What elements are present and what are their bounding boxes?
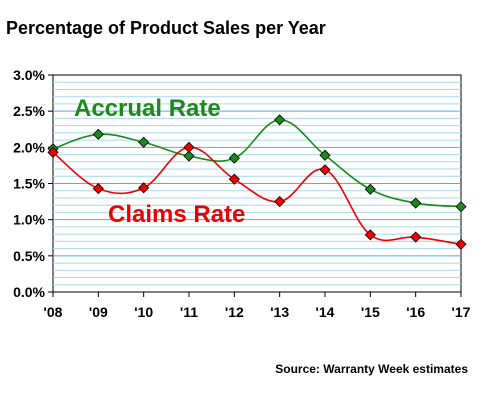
y-tick-label: 0.5% — [13, 248, 45, 264]
y-tick-label: 2.0% — [13, 139, 45, 155]
data-point — [183, 141, 195, 153]
x-tick-label: '14 — [316, 304, 335, 320]
x-tick-label: '10 — [134, 304, 153, 320]
data-point — [228, 152, 240, 164]
data-point — [364, 183, 376, 195]
y-tick-label: 0.0% — [13, 284, 45, 300]
data-point — [274, 196, 286, 208]
data-point — [319, 164, 331, 176]
x-tick-label: '11 — [180, 304, 198, 320]
data-point — [138, 136, 150, 148]
series-line-1 — [52, 146, 462, 246]
y-tick-label: 1.0% — [13, 212, 45, 228]
data-point — [455, 201, 467, 213]
data-point — [364, 229, 376, 241]
legend-accrual-rate: Accrual Rate — [74, 95, 221, 122]
data-point — [274, 114, 286, 126]
chart-source: Source: Warranty Week estimates — [275, 362, 468, 376]
x-axis-ticks: '08 '09 '10 '11 '12 '13 '14 '15 '16 '17 — [44, 292, 471, 320]
data-point — [228, 173, 240, 185]
x-tick-label: '13 — [270, 304, 289, 320]
y-tick-label: 2.5% — [13, 103, 45, 119]
x-tick-label: '15 — [361, 304, 380, 320]
data-point — [183, 150, 195, 162]
data-point — [410, 197, 422, 209]
x-tick-label: '09 — [89, 304, 108, 320]
data-point — [47, 146, 59, 158]
data-point — [455, 238, 467, 250]
y-tick-label: 1.5% — [13, 176, 45, 192]
x-tick-label: '16 — [406, 304, 425, 320]
legend-claims-rate: Claims Rate — [108, 201, 245, 228]
series-points — [47, 114, 467, 250]
y-tick-label: 3.0% — [13, 67, 45, 83]
x-tick-label: '12 — [225, 304, 244, 320]
chart-title: Percentage of Product Sales per Year — [6, 18, 326, 38]
series-lines — [52, 119, 462, 246]
data-point — [138, 182, 150, 194]
data-point — [410, 231, 422, 243]
grid-lines — [53, 81, 461, 286]
data-point — [92, 128, 104, 140]
x-tick-label: '17 — [452, 304, 471, 320]
y-axis-ticks: 0.0% 0.5% 1.0% 1.5% 2.0% 2.5% 3.0% — [13, 67, 53, 300]
data-point — [319, 149, 331, 161]
data-point — [92, 182, 104, 195]
x-tick-label: '08 — [44, 304, 63, 320]
series-line-0 — [52, 119, 462, 208]
